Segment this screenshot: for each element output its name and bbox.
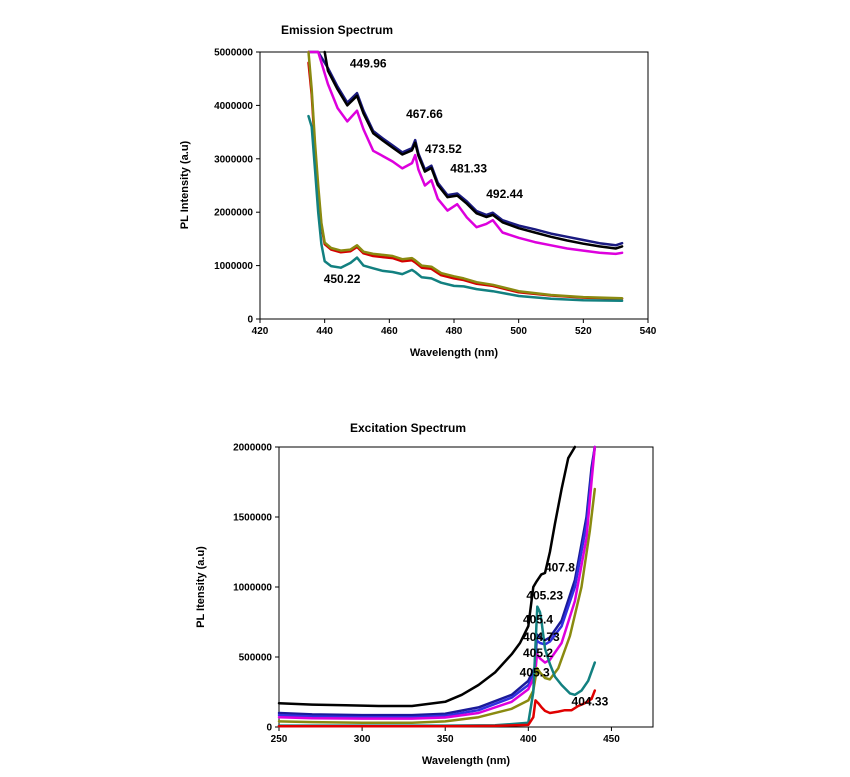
peak-annotation: 404.73 bbox=[523, 630, 560, 644]
excitation-chart-title: Excitation Spectrum bbox=[350, 421, 466, 435]
peak-annotation: 405.3 bbox=[520, 666, 550, 680]
excitation-annotations: 407.8 405.23 405.4 404.73 405.2 405.3 404.33 bbox=[520, 561, 609, 709]
x-tick-label: 450 bbox=[603, 734, 620, 745]
excitation-x-axis-label: Wavelength (nm) bbox=[422, 755, 511, 767]
y-tick-label: 1500000 bbox=[233, 513, 272, 524]
peak-annotation: 481.33 bbox=[450, 162, 487, 176]
peak-annotation: 405.23 bbox=[526, 589, 563, 603]
x-tick-label: 350 bbox=[437, 734, 454, 745]
series-line bbox=[277, 445, 577, 708]
y-tick-label: 0 bbox=[247, 315, 253, 326]
series-line bbox=[323, 50, 624, 250]
series-line bbox=[307, 50, 624, 256]
emission-chart-title: Emission Spectrum bbox=[281, 23, 393, 37]
y-tick-label: 1000000 bbox=[233, 583, 272, 594]
x-tick-label: 520 bbox=[575, 326, 592, 337]
series-line bbox=[307, 114, 624, 303]
x-tick-label: 480 bbox=[446, 326, 463, 337]
excitation-series bbox=[277, 445, 597, 728]
peak-annotation: 492.44 bbox=[486, 187, 523, 201]
series-line bbox=[307, 50, 624, 300]
emission-annotations: 449.96 467.66 473.52 481.33 492.44 450.22 bbox=[324, 56, 524, 286]
peak-annotation: 473.52 bbox=[425, 142, 462, 156]
x-tick-label: 500 bbox=[510, 326, 527, 337]
y-tick-label: 1000000 bbox=[214, 261, 253, 272]
emission-y-axis-label: PL Intensity (a.u) bbox=[179, 140, 191, 229]
excitation-plot-frame bbox=[278, 446, 654, 728]
series-line bbox=[277, 487, 597, 725]
x-tick-label: 460 bbox=[381, 326, 398, 337]
peak-annotation: 449.96 bbox=[350, 56, 387, 70]
excitation-ticks: 250 300 350 400 450 0 500000 1000000 1500000 2000… bbox=[233, 443, 620, 746]
x-tick-label: 440 bbox=[316, 326, 333, 337]
y-tick-label: 0 bbox=[266, 723, 272, 734]
series-line bbox=[277, 445, 597, 720]
excitation-y-axis-label: PL Itensity (a.u) bbox=[195, 546, 207, 628]
peak-annotation: 405.2 bbox=[523, 646, 553, 660]
emission-chart: Emission Spectrum Wavelength (nm) PL Int… bbox=[179, 23, 657, 359]
x-tick-label: 540 bbox=[640, 326, 657, 337]
y-tick-label: 5000000 bbox=[214, 48, 253, 59]
emission-series bbox=[307, 50, 624, 303]
y-tick-label: 3000000 bbox=[214, 154, 253, 165]
excitation-chart: Excitation Spectrum Wavelength (nm) PL I… bbox=[195, 421, 654, 767]
x-tick-label: 250 bbox=[271, 734, 288, 745]
peak-annotation: 405.4 bbox=[523, 612, 553, 626]
emission-ticks: 420 440 460 480 500 520 540 0 1000000 2000000 3000… bbox=[214, 48, 657, 338]
x-tick-label: 300 bbox=[354, 734, 371, 745]
y-tick-label: 2000000 bbox=[233, 443, 272, 454]
x-tick-label: 400 bbox=[520, 734, 537, 745]
x-tick-label: 420 bbox=[252, 326, 269, 337]
series-line bbox=[277, 689, 597, 728]
y-tick-label: 2000000 bbox=[214, 208, 253, 219]
y-tick-label: 4000000 bbox=[214, 101, 253, 112]
peak-annotation: 404.33 bbox=[572, 694, 609, 708]
emission-x-axis-label: Wavelength (nm) bbox=[410, 347, 499, 359]
y-tick-label: 500000 bbox=[239, 653, 273, 664]
peak-annotation: 407.8 bbox=[545, 561, 575, 575]
peak-annotation: 467.66 bbox=[406, 107, 443, 121]
peak-annotation: 450.22 bbox=[324, 272, 361, 286]
